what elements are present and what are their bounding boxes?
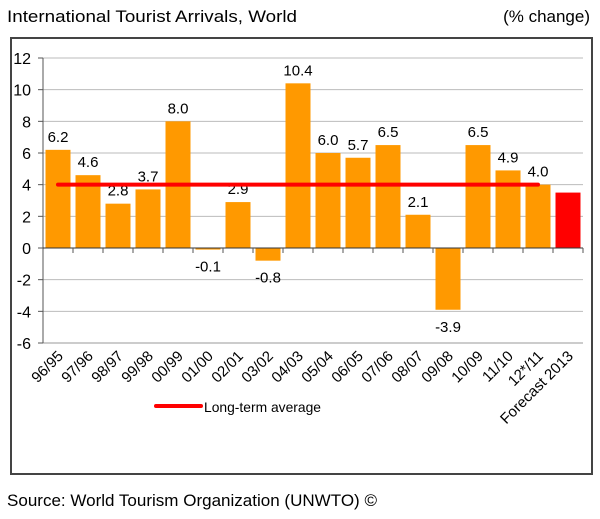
bar-06-05 [345,157,371,248]
y-tick-label: 2 [22,209,31,226]
y-tick-label: 4 [22,178,31,195]
bar-96-95 [45,149,71,248]
data-label: 8.0 [168,100,189,117]
data-label: 2.1 [408,194,429,211]
bar-11-10 [495,170,521,248]
unit-label: (% change) [503,7,590,26]
y-tick-label: 6 [22,146,31,163]
data-label: 6.5 [378,124,399,141]
bar-12--11 [525,184,551,248]
bar-Forecast-2013 [555,192,581,248]
y-tick-label: -2 [17,273,31,290]
x-tick-label: 96/95 [28,348,67,387]
x-tick-label: 04/03 [268,348,307,387]
bar-98-97 [105,203,131,248]
x-tick-label: 10/09 [448,348,487,387]
data-label: 4.0 [528,164,549,181]
bar-03-02 [255,248,281,261]
bar-09-08 [435,248,461,310]
x-tick-label: 98/97 [88,348,127,387]
chart-title: International Tourist Arrivals, World [7,7,297,26]
y-tick-label: 12 [13,51,31,68]
data-label: 3.7 [138,168,159,185]
x-tick-label: 00/99 [148,348,187,387]
x-tick-label: 01/00 [178,348,217,387]
bar-04-03 [285,83,311,248]
bar-10-09 [465,145,491,248]
y-tick-label: -6 [17,336,31,353]
x-tick-label: 05/04 [298,348,337,387]
y-tick-label: 0 [22,241,31,258]
data-label: 6.0 [318,132,339,149]
data-label: 4.9 [498,149,519,166]
bar-99-98 [135,189,161,248]
source-note: Source: World Tourism Organization (UNWT… [7,491,377,510]
data-label: 6.2 [48,129,69,146]
legend-label-long-term-average: Long-term average [204,399,321,415]
bar-08-07 [405,214,431,248]
data-label: 10.4 [283,62,312,79]
x-tick-label: 08/07 [388,348,427,387]
bar-97-96 [75,175,101,248]
y-tick-label: 10 [13,83,31,100]
bar-07-06 [375,145,401,248]
data-label: 2.8 [108,183,129,200]
data-label: -0.8 [255,270,281,287]
chart-frame [10,37,593,475]
x-tick-label: 99/98 [118,348,157,387]
data-label: 6.5 [468,124,489,141]
x-tick-label: 02/01 [208,348,247,387]
x-tick-label: 09/08 [418,348,457,387]
x-tick-label: 07/06 [358,348,397,387]
data-label: 5.7 [348,137,369,154]
x-tick-label: 97/96 [58,348,97,387]
bar-05-04 [315,153,341,248]
bar-01-00 [195,248,221,250]
bar-02-01 [225,202,251,248]
x-tick-label: 03/02 [238,348,277,387]
x-tick-label: 06/05 [328,348,367,387]
data-label: -0.1 [195,259,221,276]
data-label: -3.9 [435,319,461,336]
data-label: 4.6 [78,154,99,171]
y-tick-label: -4 [17,304,31,321]
legend: Long-term average [154,399,321,415]
y-tick-label: 8 [22,114,31,131]
